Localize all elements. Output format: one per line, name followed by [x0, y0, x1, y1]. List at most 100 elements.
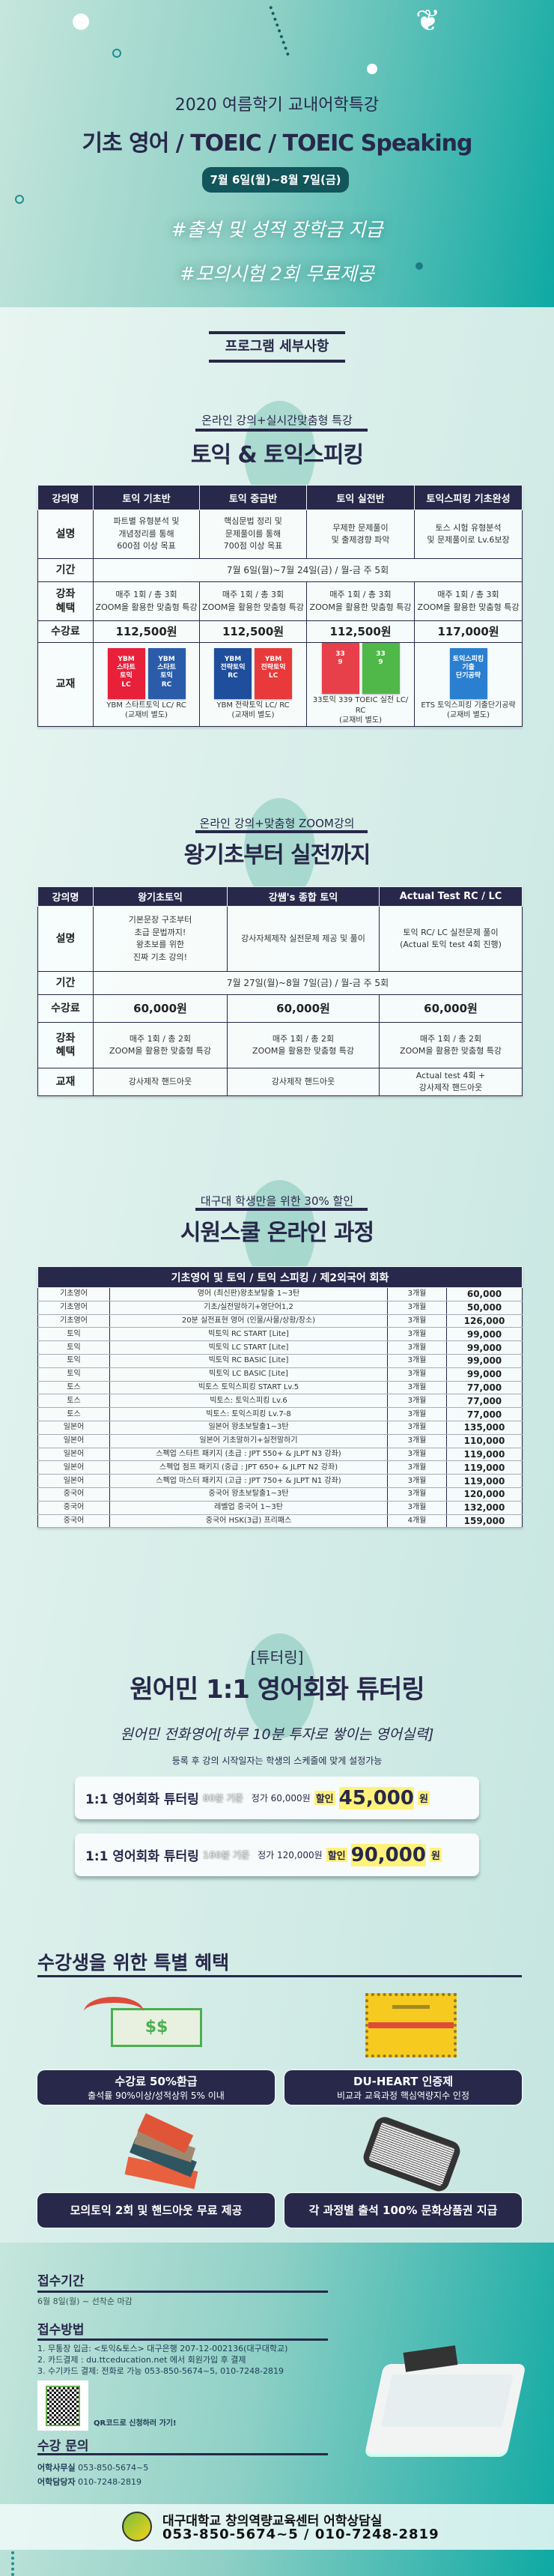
price-unit: 원 — [429, 1848, 442, 1862]
leaf-icon — [11, 2551, 41, 2576]
table-cell: 60,000원 — [379, 994, 523, 1023]
course-name-cell: 스펙업 마스터 패키지 (고급 : JPT 750+ & JLPT N1 강좌) — [109, 1474, 388, 1488]
benefit-title: 수강료 50%환급 — [115, 2075, 198, 2088]
book-cover-image: 33 9 — [362, 643, 400, 694]
table-cell: 강사제작 핸드아웃 — [93, 1068, 228, 1096]
category-cell: 일본어 — [37, 1460, 110, 1475]
course-name-cell: 일본어 왕초보탈출1~3탄 — [109, 1420, 388, 1435]
sec2-title: 왕기초부터 실전까지 — [183, 842, 371, 868]
plan-name: 1:1 영어회화 튜터링 — [85, 1849, 199, 1864]
divider — [195, 1208, 368, 1211]
course-name-cell: 빅토익 RC BASIC [Lite] — [109, 1353, 388, 1368]
benefits-heading: 수강생을 위한 특별 혜택 — [37, 1952, 230, 1974]
decor-ring — [112, 49, 121, 58]
table-header-row: 강의명 토익 기초반 토익 중급반 토익 실전반 토익스피킹 기초완성 — [37, 485, 523, 510]
period-cell: 3개월 — [387, 1313, 447, 1328]
table-cell: 117,000원 — [414, 620, 523, 643]
tutoring-plan-card[interactable]: 1:1 영어회화 튜터링 80분 기준 정가 60,000원 할인 45,000 원 — [75, 1777, 479, 1819]
textbook-cell: 33 9 33 9 33토익 339 TOEIC 실전 LC/ RC (교재비 별도… — [306, 642, 415, 727]
row-label: 기간 — [37, 971, 94, 995]
table-cell: 매주 1회 / 총 2회 ZOOM을 활용한 맞춤형 특강 — [379, 1022, 523, 1068]
book-cover-image: 토익스피킹 기출 단기공략 — [449, 647, 487, 699]
table-header-row: 기초영어 및 토익 / 토익 스피킹 / 제2외국어 회화 — [37, 1266, 523, 1288]
hero-title: 기초 영어 / TOEIC / TOEIC Speaking — [82, 130, 473, 157]
contact-label: 어학사무실 — [37, 2463, 76, 2473]
course-name-cell: 빅토스: 토익스피킹 Lv.6 — [109, 1394, 388, 1409]
price-cell: 99,000 — [446, 1340, 523, 1355]
row-label: 강좌 혜택 — [37, 581, 94, 621]
table-cell: 강사제작 핸드아웃 — [227, 1068, 380, 1096]
table-row: 일본어 일본어 기초말하기+실전말하기 3개월 110,000 — [37, 1433, 523, 1448]
table-cell: Actual test 4회 + 강사제작 핸드아웃 — [379, 1068, 523, 1096]
sec1-subtitle: 온라인 강의+실시간맞춤형 특강 — [201, 414, 353, 427]
textbook-cell: 토익스피킹 기출 단기공략 ETS 토익스피킹 기출단기공략 (교재비 별도) — [414, 642, 523, 727]
tutoring-note: 등록 후 강의 시작일자는 학생의 스케줄에 맞게 설정가능 — [171, 1756, 383, 1766]
period-cell: 3개월 — [387, 1487, 447, 1502]
decor-bubble — [244, 1633, 315, 1738]
row-label: 교재 — [37, 642, 94, 727]
original-price: 정가 120,000원 — [258, 1850, 323, 1860]
table-row: 토익 빅토익 RC START [Lite] 3개월 99,000 — [37, 1327, 523, 1342]
method-2[interactable]: 2. 카드결제 : du.ttceducation.net 에서 회원가입 후 … — [37, 2355, 246, 2365]
table-cell: 매주 1회 / 총 2회 ZOOM을 활용한 맞춤형 특강 — [93, 1022, 228, 1068]
period-cell: 3개월 — [387, 1287, 447, 1301]
covers: 33 9 33 9 — [307, 643, 414, 694]
row-label: 교재 — [37, 1068, 94, 1096]
category-cell: 중국어 — [37, 1500, 110, 1515]
tablet-icon — [360, 2114, 463, 2195]
hashtag-scholarship: #출석 및 성적 장학금 지급 — [171, 219, 383, 241]
books-icon — [124, 2113, 198, 2189]
footer-phones: 053-850-5674~5 / 010-7248-2819 — [162, 2527, 439, 2542]
category-cell: 중국어 — [37, 1514, 110, 1529]
table-row: 기초영어 20분 실전표현 영어 (인물/사물/상황/장소) 3개월 126,000 — [37, 1313, 523, 1328]
plan-name: 1:1 영어회화 튜터링 — [85, 1792, 199, 1807]
table-row: 토익 빅토익 LC START [Lite] 3개월 99,000 — [37, 1340, 523, 1355]
column-header: Actual Test RC / LC — [379, 886, 523, 907]
sec3-title: 시원스쿨 온라인 과정 — [180, 1220, 374, 1246]
category-cell: 토익 — [37, 1340, 110, 1355]
method-3: 3. 수기카드 결제: 전화로 가능 053-850-5674~5, 010-7… — [37, 2366, 284, 2376]
price-cell: 99,000 — [446, 1367, 523, 1382]
siwon-school-table: 기초영어 및 토익 / 토익 스피킹 / 제2외국어 회화 기초영어 영어 (최신판… — [37, 1266, 523, 1529]
table-cell: 매주 1회 / 총 2회 ZOOM을 활용한 맞춤형 특강 — [227, 1022, 380, 1068]
period-cell: 3개월 — [387, 1407, 447, 1421]
period-cell: 4개월 — [387, 1514, 447, 1529]
palm-leaf-icon: ❦ — [416, 4, 441, 38]
book-cover-image: YBM 전략토익 LC — [255, 647, 292, 699]
table-cell: 60,000원 — [93, 994, 228, 1023]
original-price: 정가 60,000원 — [251, 1793, 311, 1803]
program-details-heading: 프로그램 세부사항 — [209, 331, 345, 363]
table-cell: 112,500원 — [199, 620, 307, 643]
contact-office: 어학사무실 053-850-5674~5 — [37, 2461, 148, 2473]
period-cell: 3개월 — [387, 1500, 447, 1515]
laptop-illustration-icon — [365, 2364, 526, 2454]
column-header: 토익 중급반 — [199, 485, 307, 510]
price-cell: 77,000 — [446, 1380, 523, 1395]
period-cell: 3개월 — [387, 1460, 447, 1475]
price-cell: 119,000 — [446, 1460, 523, 1475]
table-title: 기초영어 및 토익 / 토익 스피킹 / 제2외국어 회화 — [37, 1266, 523, 1288]
contact-heading: 수강 문의 — [37, 2439, 89, 2454]
decor-ring — [15, 195, 24, 204]
category-cell: 일본어 — [37, 1420, 110, 1435]
price-cell: 50,000 — [446, 1300, 523, 1315]
category-cell: 기초영어 — [37, 1287, 110, 1301]
covers: YBM 전략토익 RC YBM 전략토익 LC — [200, 647, 306, 699]
row-label: 설명 — [37, 906, 94, 972]
course-name-cell: 일본어 기초말하기+실전말하기 — [109, 1433, 388, 1448]
period-cell: 3개월 — [387, 1474, 447, 1488]
tutoring-plan-card[interactable]: 1:1 영어회화 튜터링 160분 기준 정가 120,000원 할인 90,000 원 — [75, 1833, 479, 1876]
discount-price: 90,000 — [350, 1843, 426, 1866]
table-row: 일본어 스펙업 스타트 패키지 (초급 : JPT 550+ & JLPT N3 … — [37, 1447, 523, 1462]
category-cell: 일본어 — [37, 1447, 110, 1462]
plan-basis: 160분 기준 — [202, 1850, 250, 1860]
table-row: 중국어 레벨업 중국어 1~3탄 3개월 132,000 — [37, 1500, 523, 1515]
divider — [37, 2338, 328, 2341]
category-cell: 토익 — [37, 1327, 110, 1342]
table-cell: 112,500원 — [93, 620, 200, 643]
qr-code[interactable] — [37, 2380, 88, 2431]
discount-price: 45,000 — [338, 1786, 414, 1809]
column-header: 토익 기초반 — [93, 485, 200, 510]
table-row: 중국어 중국어 왕초보탈출1~3탄 3개월 120,000 — [37, 1487, 523, 1502]
category-cell: 토익 — [37, 1367, 110, 1382]
